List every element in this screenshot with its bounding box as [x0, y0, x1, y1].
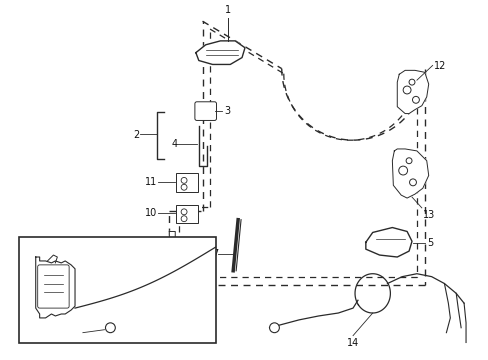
Circle shape: [181, 216, 186, 222]
FancyBboxPatch shape: [176, 205, 198, 222]
Polygon shape: [36, 257, 75, 318]
Circle shape: [412, 96, 419, 103]
Circle shape: [105, 323, 115, 333]
Circle shape: [269, 323, 279, 333]
FancyBboxPatch shape: [38, 265, 69, 308]
Text: 7: 7: [212, 249, 218, 259]
Text: 6: 6: [22, 283, 28, 293]
Text: 10: 10: [145, 208, 157, 218]
Text: 1: 1: [225, 5, 231, 15]
Polygon shape: [396, 70, 428, 113]
Text: 4: 4: [171, 139, 177, 149]
Text: 2: 2: [133, 130, 140, 140]
Polygon shape: [365, 228, 411, 257]
FancyBboxPatch shape: [19, 237, 215, 343]
Circle shape: [181, 177, 186, 183]
FancyBboxPatch shape: [195, 102, 216, 121]
Text: 11: 11: [145, 177, 157, 187]
FancyBboxPatch shape: [176, 172, 198, 192]
Circle shape: [408, 79, 414, 85]
Polygon shape: [169, 231, 186, 267]
Circle shape: [402, 86, 410, 94]
Text: 12: 12: [433, 60, 445, 71]
Circle shape: [181, 209, 186, 215]
Text: 9: 9: [176, 279, 182, 289]
Text: 13: 13: [422, 210, 434, 220]
Text: 14: 14: [346, 338, 359, 347]
Text: 8: 8: [77, 330, 83, 339]
Circle shape: [398, 166, 407, 175]
Text: 3: 3: [224, 105, 230, 116]
Circle shape: [405, 158, 411, 164]
Text: 5: 5: [426, 238, 432, 248]
Polygon shape: [196, 41, 244, 64]
Polygon shape: [391, 149, 428, 198]
Circle shape: [409, 179, 416, 186]
Circle shape: [181, 184, 186, 190]
